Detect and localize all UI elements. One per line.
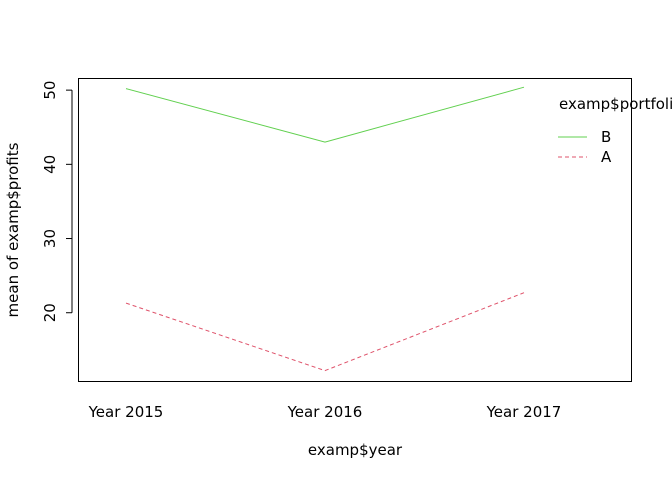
y-tick-label: 30 (41, 229, 59, 248)
y-tick-label: 50 (41, 81, 59, 100)
series-line-A (125, 292, 525, 372)
x-axis-tick-labels: Year 2015 Year 2016 Year 2017 (88, 403, 562, 421)
y-tick-label: 20 (41, 303, 59, 322)
legend: examp$portfolio BA (558, 95, 672, 166)
legend-label-B: B (601, 128, 611, 146)
x-tick-label: Year 2016 (287, 403, 363, 421)
series-lines (125, 86, 525, 372)
x-tick-label: Year 2017 (486, 403, 562, 421)
series-line-B (125, 86, 525, 143)
plot-area-frame (78, 78, 632, 382)
y-axis-label: mean of examp$profits (4, 142, 22, 317)
legend-entries: BA (558, 128, 612, 166)
x-tick-label: Year 2015 (88, 403, 164, 421)
y-axis: 20 30 40 50 (41, 81, 73, 322)
x-axis-label: examp$year (308, 441, 403, 459)
legend-title: examp$portfolio (559, 95, 672, 113)
y-tick-label: 40 (41, 155, 59, 174)
legend-label-A: A (601, 148, 612, 166)
